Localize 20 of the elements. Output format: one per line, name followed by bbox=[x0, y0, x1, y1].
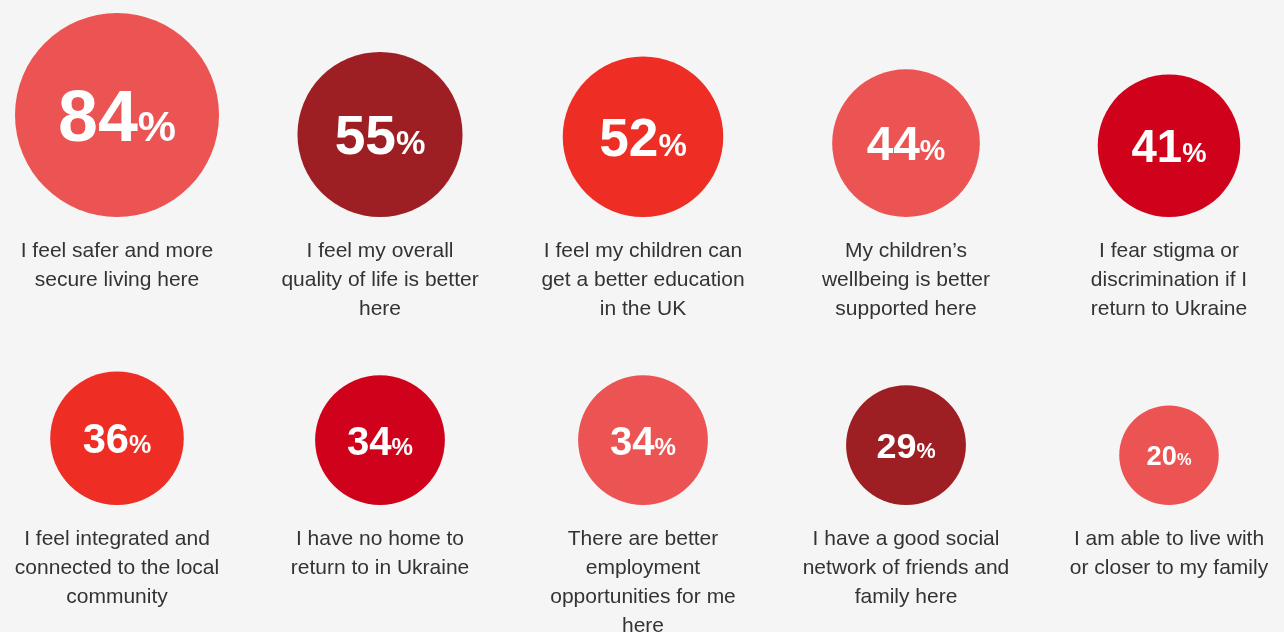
category-label: I feel integrated and connected to the local community bbox=[14, 526, 220, 607]
category-label: My children’s wellbeing is better supported here bbox=[820, 238, 991, 319]
category-label: I fear stigma or discrimination if I return to Ukraine bbox=[1090, 238, 1248, 319]
data-label: 34% bbox=[346, 418, 414, 464]
data-label: 41% bbox=[1131, 121, 1207, 173]
category-label: I feel my overall quality of life is better here bbox=[281, 238, 479, 319]
data-label: 20% bbox=[1146, 440, 1192, 472]
data-label: 29% bbox=[876, 425, 936, 467]
data-label: 55% bbox=[334, 104, 426, 167]
data-label: 36% bbox=[82, 415, 152, 463]
category-label: I am able to live with or closer to my family bbox=[1069, 526, 1269, 578]
data-label: 44% bbox=[866, 117, 946, 171]
data-label: 34% bbox=[609, 418, 677, 464]
category-label: There are better employment opportunities for me here bbox=[550, 526, 736, 632]
category-label: I feel my children can get a better education in the UK bbox=[541, 238, 745, 319]
data-label: 84% bbox=[58, 75, 176, 156]
data-label: 52% bbox=[599, 107, 687, 167]
category-label: I have no home to return to in Ukraine bbox=[290, 526, 470, 578]
category-label: I feel safer and more secure living here bbox=[20, 238, 214, 290]
category-label: I have a good social network of friends and family here bbox=[802, 526, 1010, 607]
